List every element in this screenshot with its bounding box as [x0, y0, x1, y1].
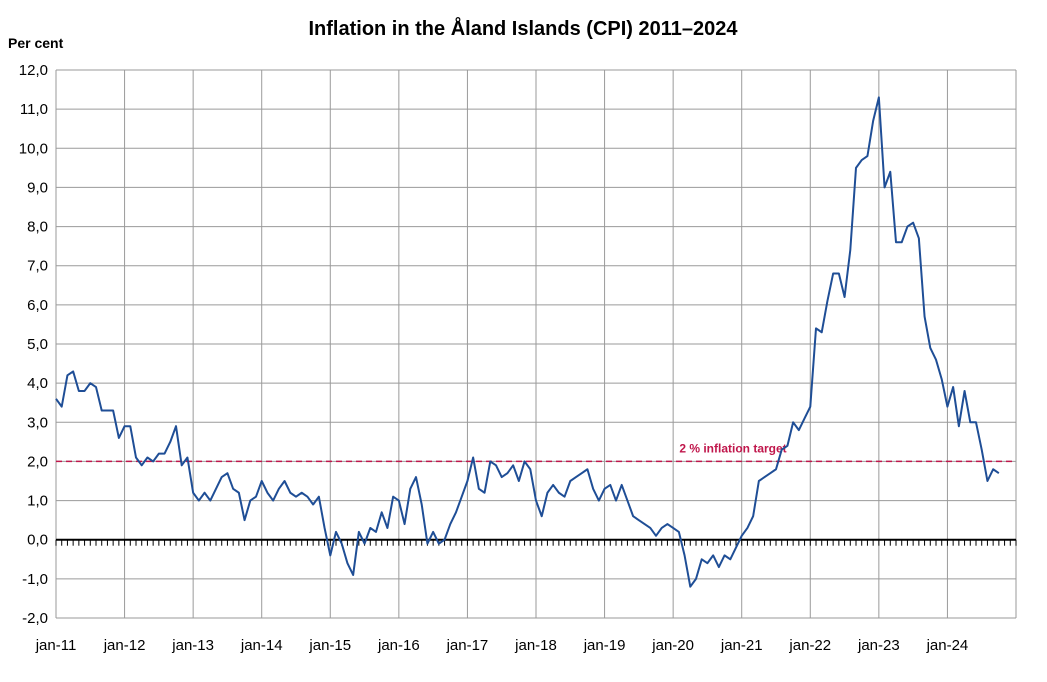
y-tick-label: 10,0 — [19, 140, 48, 157]
y-tick-label: 2,0 — [27, 453, 48, 470]
series-line-cpi — [55, 96, 1000, 588]
y-tick-labels: 12,0 11,0 10,0 9,0 8,0 7,0 6,0 5,0 4,0 3,0 2,0 1,0 0… — [19, 62, 48, 627]
target-label: 2 % inflation target — [679, 441, 786, 455]
y-tick-label: -2,0 — [22, 610, 48, 627]
x-tick-label: jan-17 — [446, 637, 489, 654]
y-tick-label: 6,0 — [27, 297, 48, 314]
x-tick-label: jan-18 — [514, 637, 557, 654]
x-tick-label: jan-21 — [720, 637, 763, 654]
y-tick-label: 9,0 — [27, 179, 48, 196]
y-tick-label: -1,0 — [22, 571, 48, 588]
x-tick-label: jan-20 — [651, 637, 694, 654]
y-tick-label: 8,0 — [27, 219, 48, 236]
x-tick-label: jan-12 — [103, 637, 146, 654]
x-tick-label: jan-16 — [377, 637, 420, 654]
x-tick-label: jan-15 — [308, 637, 351, 654]
x-tick-label: jan-13 — [171, 637, 214, 654]
zero-axis — [55, 538, 1017, 546]
y-axis-label: Per cent — [8, 35, 64, 51]
chart-title: Inflation in the Åland Islands (CPI) 201… — [308, 16, 738, 40]
y-tick-label: 7,0 — [27, 258, 48, 275]
inflation-target: 2 % inflation target — [56, 441, 1016, 463]
y-tick-label: 4,0 — [27, 375, 48, 392]
x-tick-label: jan-23 — [857, 637, 900, 654]
y-tick-label: 3,0 — [27, 414, 48, 431]
y-tick-label: 11,0 — [20, 101, 48, 118]
y-tick-label: 0,0 — [27, 532, 48, 549]
x-tick-label: jan-14 — [240, 637, 283, 654]
y-tick-label: 12,0 — [19, 62, 48, 79]
y-tick-label: 1,0 — [27, 493, 48, 510]
x-tick-label: jan-19 — [583, 637, 626, 654]
x-tick-label: jan-11 — [35, 637, 77, 654]
x-tick-label: jan-24 — [926, 637, 969, 654]
y-tick-label: 5,0 — [27, 336, 48, 353]
x-tick-label: jan-22 — [788, 637, 831, 654]
x-tick-labels: jan-11 jan-12 jan-13 jan-14 jan-15 jan-16 jan-… — [35, 637, 969, 654]
